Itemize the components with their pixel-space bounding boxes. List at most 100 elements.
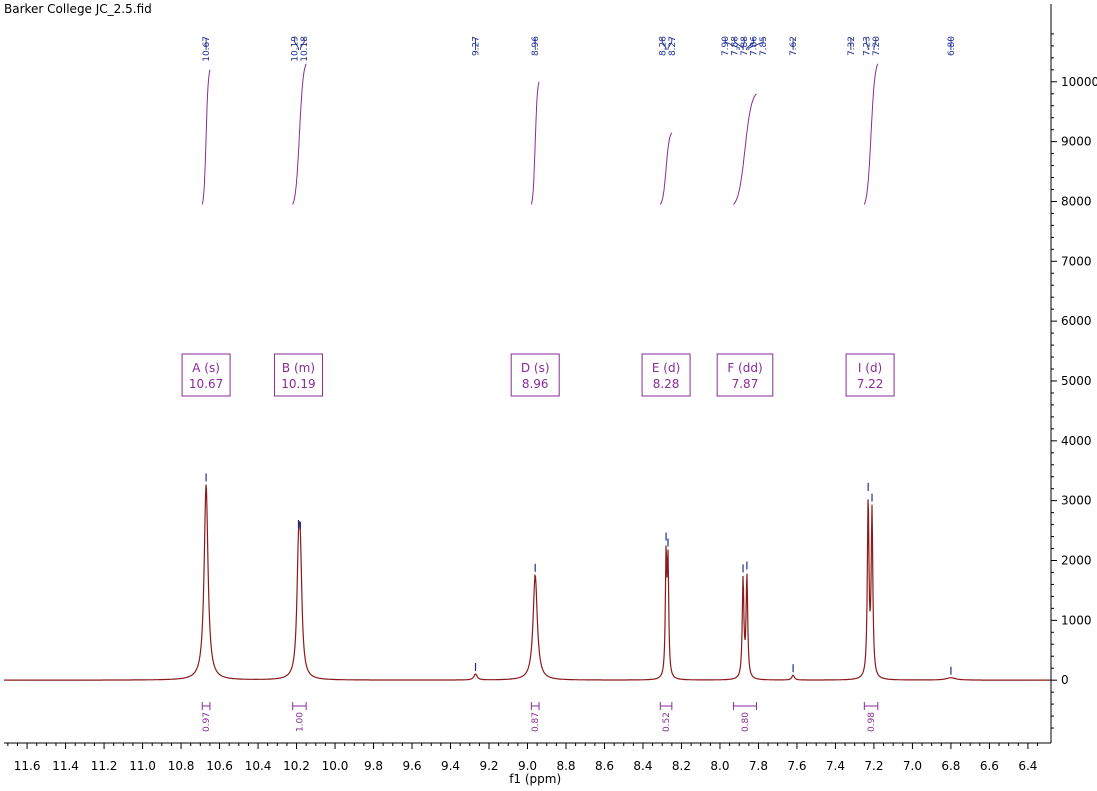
peak-label: 7.85 xyxy=(759,36,769,56)
x-tick-label: 9.8 xyxy=(364,759,383,773)
y-tick-label: 6000 xyxy=(1061,314,1092,328)
peak-label-connector xyxy=(865,38,869,50)
x-tick-label: 7.8 xyxy=(749,759,768,773)
peak-label: 7.32 xyxy=(847,36,857,56)
x-tick-label: 8.2 xyxy=(672,759,691,773)
x-tick-label: 8.4 xyxy=(633,759,652,773)
x-tick-label: 7.2 xyxy=(864,759,883,773)
peak-label-connector xyxy=(299,38,305,50)
y-tick-label: 3000 xyxy=(1061,494,1092,508)
x-tick-label: 10.8 xyxy=(168,759,195,773)
integral-curve xyxy=(733,93,757,205)
multiplet-shift: 8.28 xyxy=(653,377,680,391)
spectrum-line xyxy=(4,484,1051,681)
x-tick-label: 8.6 xyxy=(595,759,614,773)
peak-label: 10.67 xyxy=(202,36,212,62)
multiplet-shift: 7.22 xyxy=(857,377,884,391)
peak-label-connector xyxy=(742,38,745,50)
peak-label-connector xyxy=(294,38,299,50)
x-tick-label: 9.0 xyxy=(518,759,537,773)
multiplet-box xyxy=(641,353,691,397)
integral-curve xyxy=(659,132,673,205)
multiplet-shift: 10.67 xyxy=(189,377,223,391)
y-tick-label: 1000 xyxy=(1061,613,1092,627)
y-tick-label: 10000 xyxy=(1061,75,1097,89)
multiplet-box xyxy=(273,353,323,397)
multiplet-shift: 7.87 xyxy=(732,377,759,391)
integral-value: 0.80 xyxy=(741,712,751,732)
x-tick-label: 11.6 xyxy=(14,759,41,773)
multiplet-shift: 10.19 xyxy=(281,377,315,391)
x-tick-label: 6.4 xyxy=(1018,759,1037,773)
x-tick-label: 8.8 xyxy=(556,759,575,773)
multiplet-label: I (d) xyxy=(858,361,882,375)
peak-label: 7.88 xyxy=(731,36,741,56)
multiplet-shift: 8.96 xyxy=(522,377,549,391)
y-tick-label: 0 xyxy=(1061,673,1069,687)
x-tick-label: 6.6 xyxy=(980,759,999,773)
x-tick-label: 11.4 xyxy=(52,759,79,773)
x-tick-label: 9.6 xyxy=(402,759,421,773)
peak-label-connector xyxy=(667,38,673,50)
x-tick-label: 7.4 xyxy=(826,759,845,773)
integral-curves-group xyxy=(201,63,879,205)
peak-label: 8.28 xyxy=(658,36,668,56)
peak-label-connector xyxy=(746,38,755,50)
multiplet-labels-group: A (s) 10.67 B (m) 10.19 D (s) 8.96 E (d) 8.28 F … xyxy=(181,353,895,397)
x-tick-label: 11.0 xyxy=(129,759,156,773)
x-tick-label: 9.4 xyxy=(441,759,460,773)
integral-value: 0.97 xyxy=(202,712,212,732)
x-tick-label: 10.6 xyxy=(206,759,233,773)
peak-label-connector xyxy=(724,38,740,50)
peak-label: 7.90 xyxy=(721,36,731,56)
peak-label: 8.96 xyxy=(531,36,541,56)
x-tick-label: 8.0 xyxy=(710,759,729,773)
peak-label: 8.27 xyxy=(668,36,678,56)
x-tick-label: 9.2 xyxy=(479,759,498,773)
integral-curve xyxy=(863,63,879,205)
multiplet-box xyxy=(181,353,231,397)
y-tick-label: 8000 xyxy=(1061,194,1092,208)
integral-value: 1.00 xyxy=(295,712,305,732)
peak-label: 7.62 xyxy=(789,36,799,56)
integral-value: 0.98 xyxy=(867,712,877,732)
integral-curve xyxy=(201,69,211,205)
multiplet-box xyxy=(510,353,560,397)
multiplet-label: F (dd) xyxy=(727,361,762,375)
integral-value: 0.52 xyxy=(662,712,672,732)
peak-labels-group: 10.67 10.19 10.18 9.27 8.96 8.28 8.27 7.90 7.88 7… xyxy=(202,36,957,62)
x-tick-label: 10.4 xyxy=(245,759,272,773)
peak-label: 10.19 xyxy=(291,36,301,62)
x-tick-label: 10.0 xyxy=(322,759,349,773)
multiplet-label: D (s) xyxy=(521,361,550,375)
peak-label: 7.88 xyxy=(740,36,750,56)
y-tick-label: 9000 xyxy=(1061,135,1092,149)
integral-curve xyxy=(292,63,307,205)
peak-label: 9.27 xyxy=(472,36,482,56)
x-axis-label: f1 (ppm) xyxy=(509,772,561,786)
multiplet-label: B (m) xyxy=(282,361,315,375)
multiplet-label: E (d) xyxy=(652,361,680,375)
x-tick-label: 7.0 xyxy=(903,759,922,773)
integral-curve xyxy=(530,81,540,205)
multiplet-box xyxy=(845,353,895,397)
y-tick-label: 7000 xyxy=(1061,254,1092,268)
y-tick-label: 5000 xyxy=(1061,374,1092,388)
y-tick-label: 2000 xyxy=(1061,553,1092,567)
x-tick-label: 6.8 xyxy=(941,759,960,773)
peak-label-connector xyxy=(748,38,764,50)
spectrum-group xyxy=(4,473,1051,681)
x-tick-label: 11.2 xyxy=(91,759,118,773)
peak-label-connector xyxy=(873,38,877,50)
peak-label: 7.20 xyxy=(872,36,882,56)
integral-bars-group: 0.97 1.00 0.87 0.52 0.80 0.98 xyxy=(201,702,879,732)
file-title: Barker College JC_2.5.fid xyxy=(4,2,152,16)
multiplet-label: A (s) xyxy=(192,361,220,375)
axes-group: 11.6 11.4 11.2 11.0 10.8 10.6 10.4 10.2 10.0 9.8 9… xyxy=(4,4,1097,786)
y-tick-label: 4000 xyxy=(1061,434,1092,448)
multiplet-box xyxy=(716,353,774,397)
peak-label: 6.80 xyxy=(947,36,957,56)
integral-value: 0.87 xyxy=(531,712,541,732)
peak-label: 10.18 xyxy=(300,36,310,62)
